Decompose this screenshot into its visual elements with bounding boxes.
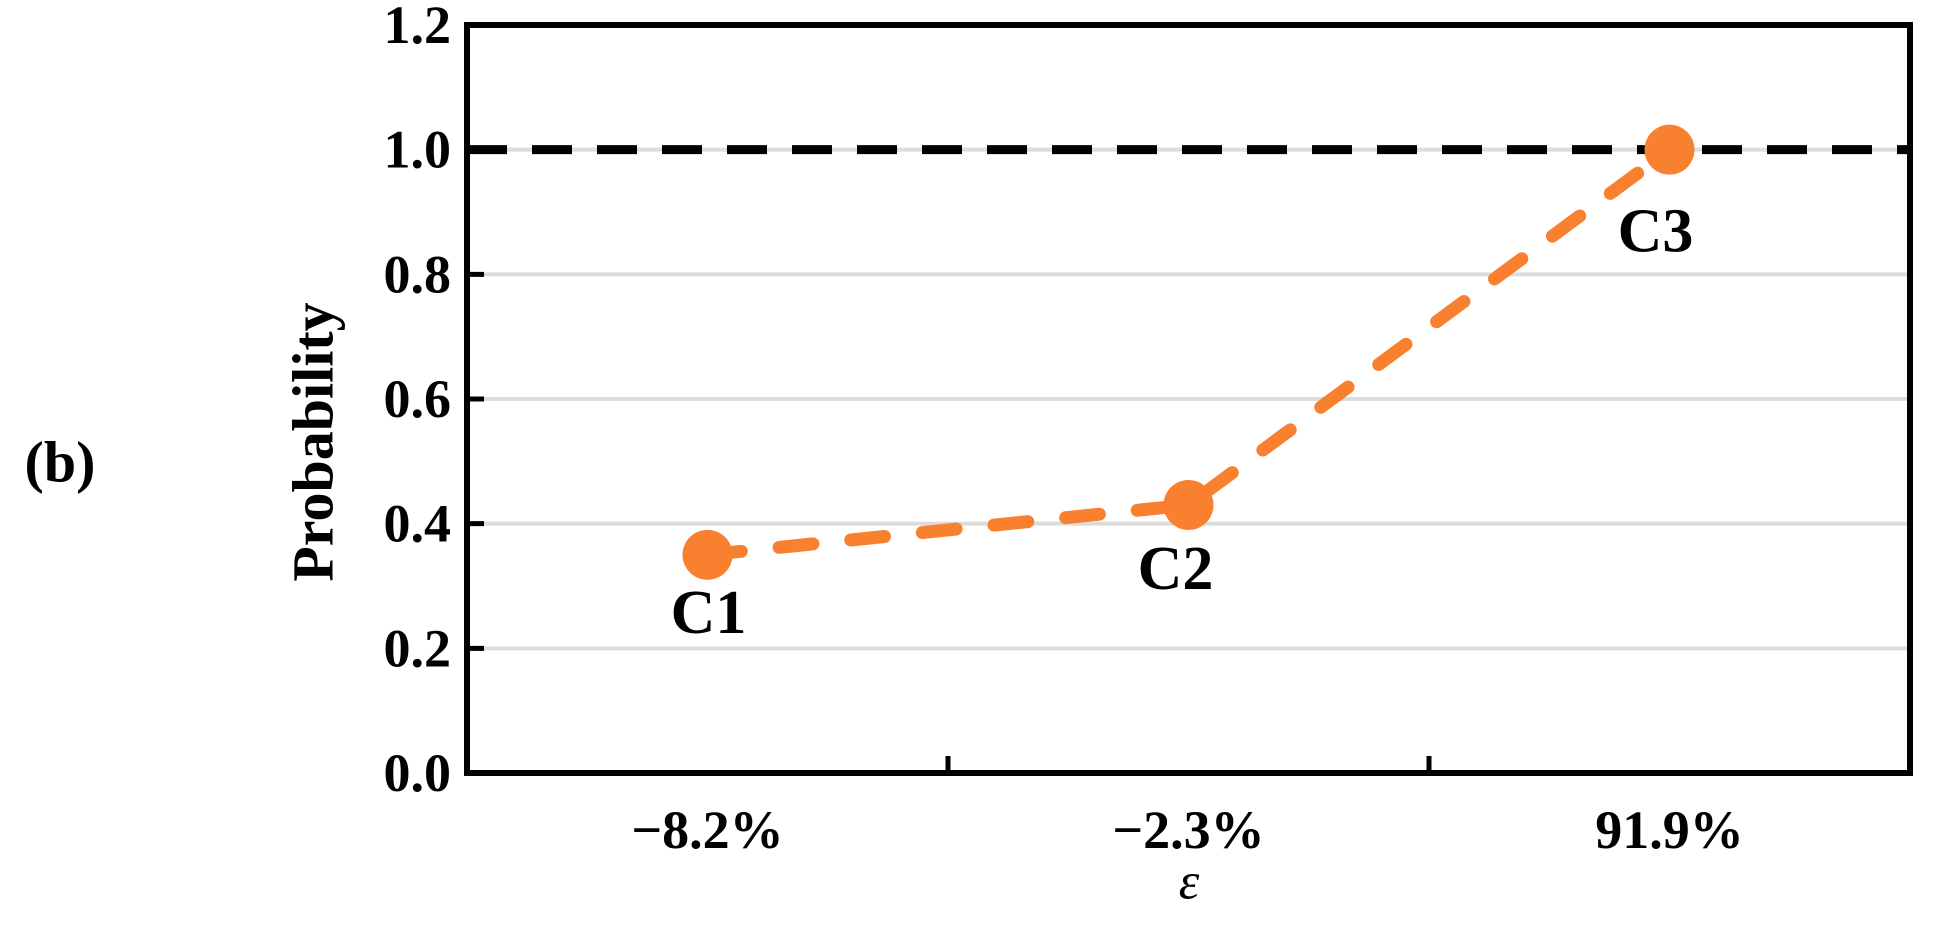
axis-ticks-group: [467, 147, 1432, 773]
point-label-c1: C1: [671, 579, 747, 647]
point-label-c2: C2: [1138, 535, 1214, 603]
data-point-c3: [1644, 124, 1695, 175]
y-tick-labels-group: 0.0 0.2 0.4 0.6 0.8 1.0 1.2: [384, 0, 452, 803]
x-tick-labels-group: −8.2% −2.3% 91.9%: [631, 800, 1743, 860]
x-axis-title: ε: [1178, 853, 1200, 911]
y-tick-label: 0.6: [384, 369, 452, 429]
y-tick-label: 0.8: [384, 244, 452, 304]
point-label-c3: C3: [1618, 198, 1694, 266]
data-point-c2: [1163, 479, 1214, 530]
y-tick-label: 0.4: [384, 494, 452, 554]
x-tick-label: −2.3%: [1112, 800, 1264, 860]
y-tick-label: 0.2: [384, 618, 452, 678]
series-group: [682, 124, 1695, 580]
y-tick-label: 0.0: [384, 743, 452, 803]
y-tick-label: 1.2: [384, 0, 452, 55]
y-tick-label: 1.0: [384, 120, 452, 180]
series-line: [701, 143, 1676, 562]
point-labels-group: C1 C2 C3: [671, 198, 1694, 647]
x-tick-label: −8.2%: [631, 800, 783, 860]
panel-label: (b): [24, 429, 96, 495]
x-tick-label: 91.9%: [1595, 800, 1744, 860]
data-point-c1: [682, 529, 733, 580]
